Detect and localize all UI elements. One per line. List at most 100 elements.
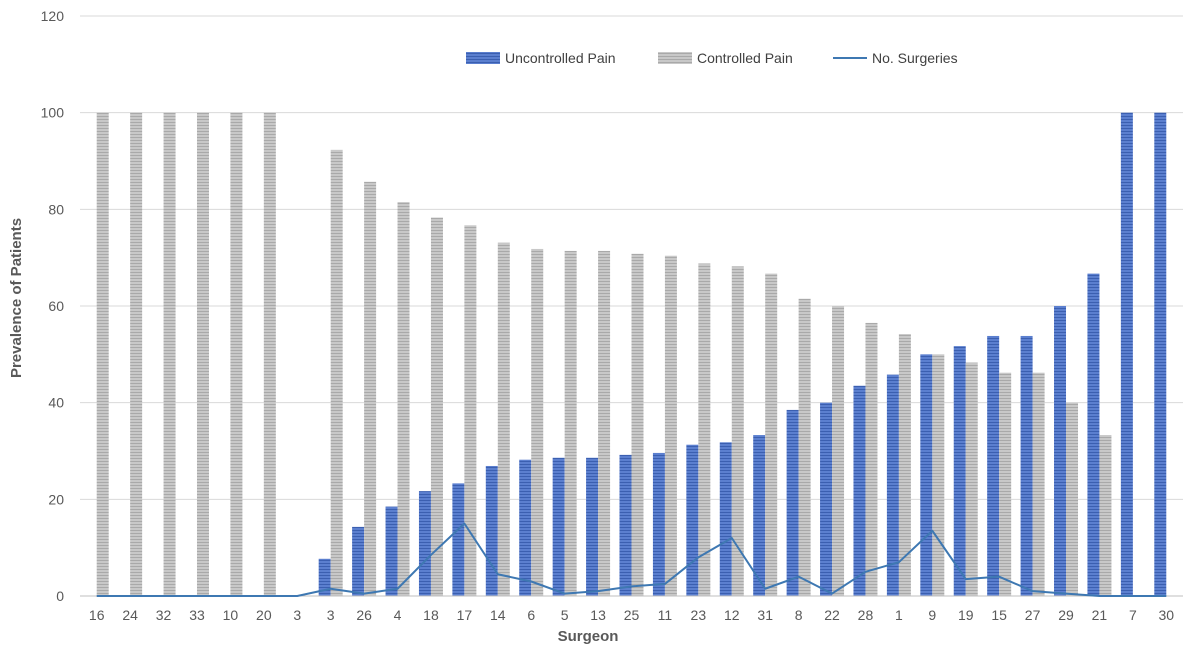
x-tick-label: 1	[895, 607, 903, 623]
bar-controlled-pain	[263, 112, 276, 597]
bar-uncontrolled-pain	[385, 506, 398, 596]
bar-uncontrolled-pain	[1054, 306, 1067, 596]
x-tick-label: 7	[1129, 607, 1137, 623]
y-tick-label: 80	[48, 201, 64, 217]
bar-uncontrolled-pain	[452, 483, 465, 596]
x-tick-label: 16	[89, 607, 105, 623]
x-tick-label: 25	[624, 607, 640, 623]
bar-uncontrolled-pain	[318, 558, 331, 596]
bar-controlled-pain	[631, 253, 644, 597]
x-tick-label: 3	[327, 607, 335, 623]
x-tick-label: 9	[928, 607, 936, 623]
y-tick-label: 120	[41, 8, 65, 24]
x-tick-label: 15	[991, 607, 1007, 623]
bar-uncontrolled-pain	[652, 452, 665, 596]
bar-controlled-pain	[430, 217, 443, 597]
bar-controlled-pain	[1066, 402, 1079, 596]
bar-uncontrolled-pain	[1120, 112, 1133, 597]
bar-controlled-pain	[865, 322, 878, 596]
bar-controlled-pain	[598, 250, 611, 596]
bar-uncontrolled-pain	[987, 335, 1000, 596]
x-tick-label: 17	[457, 607, 473, 623]
bar-controlled-pain	[798, 298, 811, 596]
x-tick-label: 11	[658, 607, 673, 623]
bar-controlled-pain	[364, 181, 377, 597]
x-tick-labels: 16 24 32 33 10 20 3 3 26 4 18 17 14 6 5 13 25 11 23 12 31 8 22…	[89, 607, 1174, 623]
bar-controlled-pain	[497, 242, 510, 596]
bar-controlled-pain	[531, 248, 544, 596]
y-axis-title: Prevalence of Patients	[8, 218, 25, 378]
x-tick-label: 21	[1092, 607, 1108, 623]
bar-controlled-pain	[664, 255, 677, 596]
bars	[80, 112, 1183, 597]
bar-uncontrolled-pain	[1020, 335, 1033, 596]
x-tick-label: 19	[958, 607, 974, 623]
x-tick-label: 6	[527, 607, 535, 623]
x-tick-label: 31	[757, 607, 773, 623]
bar-uncontrolled-pain	[352, 526, 365, 596]
y-tick-label: 20	[48, 491, 64, 507]
bar-controlled-pain	[1099, 435, 1112, 596]
bar-uncontrolled-pain	[552, 457, 565, 596]
y-tick-labels: 0 20 40 60 80 100 120	[41, 8, 65, 604]
bar-controlled-pain	[965, 362, 978, 596]
bar-controlled-pain	[464, 225, 477, 597]
y-tick-label: 60	[48, 298, 64, 314]
bar-controlled-pain	[932, 354, 945, 596]
bar-controlled-pain	[765, 273, 778, 596]
bar-controlled-pain	[330, 149, 343, 596]
x-tick-label: 30	[1158, 607, 1174, 623]
bar-controlled-pain	[1032, 372, 1045, 596]
bar-uncontrolled-pain	[820, 402, 833, 596]
x-tick-label: 8	[795, 607, 803, 623]
bar-controlled-pain	[731, 266, 744, 596]
x-tick-label: 29	[1058, 607, 1074, 623]
bar-controlled-pain	[832, 306, 845, 596]
bar-uncontrolled-pain	[418, 491, 431, 596]
legend-label-controlled: Controlled Pain	[697, 50, 793, 66]
x-tick-label: 28	[858, 607, 874, 623]
legend: Uncontrolled Pain Controlled Pain No. Su…	[466, 50, 958, 66]
x-tick-label: 26	[356, 607, 372, 623]
x-tick-label: 24	[122, 607, 138, 623]
x-tick-label: 23	[691, 607, 707, 623]
bar-uncontrolled-pain	[719, 442, 732, 596]
bar-controlled-pain	[898, 334, 911, 596]
x-tick-label: 10	[223, 607, 239, 623]
legend-label-uncontrolled: Uncontrolled Pain	[505, 50, 616, 66]
x-tick-label: 18	[423, 607, 439, 623]
bar-uncontrolled-pain	[886, 374, 899, 596]
x-tick-label: 4	[394, 607, 402, 623]
bar-uncontrolled-pain	[853, 385, 866, 596]
x-tick-label: 22	[824, 607, 840, 623]
bar-uncontrolled-pain	[519, 459, 532, 596]
bar-controlled-pain	[96, 112, 109, 597]
x-tick-label: 5	[561, 607, 569, 623]
bar-uncontrolled-pain	[753, 435, 766, 596]
line-series	[96, 522, 1167, 597]
y-tick-label: 100	[41, 105, 65, 121]
bar-controlled-pain	[999, 372, 1012, 596]
x-tick-label: 14	[490, 607, 506, 623]
x-tick-label: 20	[256, 607, 272, 623]
x-tick-label: 27	[1025, 607, 1041, 623]
bar-controlled-pain	[130, 112, 143, 597]
y-tick-label: 0	[56, 588, 64, 604]
line-no-surgeries	[96, 522, 1167, 597]
bar-uncontrolled-pain	[686, 444, 699, 596]
bar-uncontrolled-pain	[586, 457, 599, 596]
bar-controlled-pain	[163, 112, 176, 597]
bar-controlled-pain	[698, 263, 711, 596]
bar-controlled-pain	[196, 112, 209, 597]
bar-uncontrolled-pain	[619, 454, 632, 596]
x-tick-label: 12	[724, 607, 740, 623]
legend-swatch-uncontrolled	[466, 52, 500, 64]
bar-controlled-pain	[564, 250, 577, 596]
legend-label-surgeries: No. Surgeries	[872, 50, 958, 66]
x-tick-label: 13	[590, 607, 606, 623]
x-tick-label: 33	[189, 607, 205, 623]
bar-uncontrolled-pain	[1154, 112, 1167, 597]
bar-controlled-pain	[230, 112, 243, 597]
x-axis-title: Surgeon	[558, 628, 619, 645]
x-tick-label: 3	[293, 607, 301, 623]
